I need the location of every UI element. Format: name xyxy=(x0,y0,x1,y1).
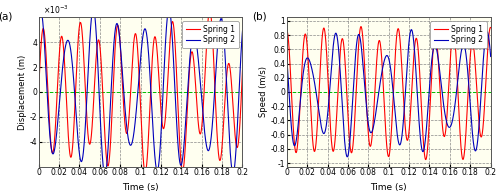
Spring 1 xyxy=(416,67,422,69)
Spring 2 xyxy=(488,55,494,58)
Legend: Spring 1, Spring 2: Spring 1, Spring 2 xyxy=(430,21,487,48)
Spring 2 xyxy=(452,107,458,110)
Y-axis label: Displacement (m): Displacement (m) xyxy=(18,54,27,130)
Spring 1 xyxy=(168,26,174,28)
Spring 1 xyxy=(240,69,246,72)
Spring 2 xyxy=(102,174,108,176)
Spring 1 xyxy=(158,109,164,111)
Spring 1 xyxy=(358,25,364,28)
Text: (b): (b) xyxy=(252,11,266,21)
Spring 2 xyxy=(36,24,42,26)
X-axis label: Time (s): Time (s) xyxy=(122,183,159,192)
Spring 1 xyxy=(142,171,148,173)
Spring 1 xyxy=(204,47,210,50)
Line: Spring 1: Spring 1 xyxy=(38,10,242,172)
Spring 1 xyxy=(207,9,213,12)
Spring 2 xyxy=(168,22,174,25)
Spring 2 xyxy=(158,134,164,136)
Spring 2 xyxy=(406,40,412,42)
Spring 1 xyxy=(284,29,290,32)
Spring 1 xyxy=(114,29,119,32)
Spring 2 xyxy=(284,56,290,58)
Text: (a): (a) xyxy=(0,11,12,21)
Spring 2 xyxy=(362,86,368,88)
Spring 1 xyxy=(362,67,368,69)
Spring 2 xyxy=(188,47,194,50)
Line: Spring 2: Spring 2 xyxy=(38,8,242,175)
Legend: Spring 1, Spring 2: Spring 1, Spring 2 xyxy=(182,21,238,48)
Spring 2 xyxy=(72,106,78,108)
Text: $\times 10^{-3}$: $\times 10^{-3}$ xyxy=(42,3,68,16)
Spring 2 xyxy=(408,28,414,31)
Spring 2 xyxy=(416,126,422,128)
Spring 1 xyxy=(72,90,78,92)
Line: Spring 1: Spring 1 xyxy=(287,27,490,160)
Spring 2 xyxy=(114,23,119,25)
Spring 2 xyxy=(204,144,210,146)
Spring 2 xyxy=(240,30,246,32)
Spring 1 xyxy=(406,130,412,132)
X-axis label: Time (s): Time (s) xyxy=(370,183,407,192)
Spring 2 xyxy=(321,132,327,135)
Spring 2 xyxy=(90,7,96,10)
Spring 2 xyxy=(344,156,350,158)
Spring 1 xyxy=(488,26,494,29)
Spring 1 xyxy=(452,36,458,39)
Spring 1 xyxy=(188,55,194,57)
Spring 1 xyxy=(436,70,442,73)
Spring 2 xyxy=(436,64,442,66)
Spring 1 xyxy=(321,27,327,29)
Line: Spring 2: Spring 2 xyxy=(287,30,490,157)
Spring 1 xyxy=(36,91,42,93)
Y-axis label: Speed (m/s): Speed (m/s) xyxy=(258,66,268,117)
Spring 1 xyxy=(422,158,428,161)
